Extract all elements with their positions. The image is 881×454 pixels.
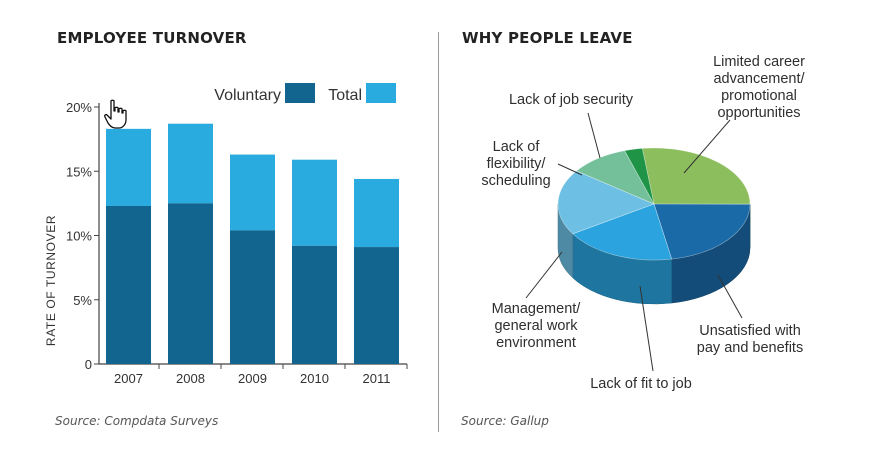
pie-leader-line-1 [717,274,743,319]
bar-voluntary-2011 [354,247,399,364]
y-tick-label: 20% [66,100,92,115]
pie-slice-2 [572,203,673,261]
pie-labels: Limited career advancement/promotional opp… [481,54,805,392]
why-people-leave-pie-chart: Limited career advancement/promotional opp… [481,54,805,392]
bar-total-2010 [292,159,337,246]
bar-total-2011 [354,178,399,248]
hand-cursor-icon [104,99,127,129]
x-tick-label: 2008 [176,371,205,386]
x-tick-label: 2007 [114,371,143,386]
right-source-note: Source: Gallup [461,414,549,428]
pie-slice-label-4: Lack of flexibility/scheduling [481,139,550,189]
pie-leader-line-3 [525,251,563,299]
employee-turnover-heading: EMPLOYEE TURNOVER [57,29,247,47]
pie-slice-label-5: Lack of job security [509,92,634,108]
x-tick-label: 2009 [238,371,267,386]
pie-slice-label-2: Lack of fit to job [590,376,692,392]
bar-voluntary-2010 [292,245,337,364]
pie-leader-line-2 [639,285,654,372]
legend-voluntary-swatch [285,83,315,103]
legend-total-label: Total [328,87,362,104]
bar-total-2009 [230,154,275,231]
bar-voluntary-2007 [106,205,151,364]
pie-slice-3 [557,170,655,235]
pie-slice-label-0: Limited career advancement/promotional opp… [713,54,805,121]
x-tick-label: 2010 [300,371,329,386]
pie-slice-0 [641,147,751,205]
y-axis-title: RATE OF TURNOVER [44,215,58,346]
pie-slice-label-3: Management/general work environment [492,301,582,351]
bar-voluntary-2009 [230,230,275,364]
pie-side-walls [557,203,751,305]
legend-total-swatch [366,83,396,103]
bar-total-2007 [106,128,151,206]
why-people-leave-heading: WHY PEOPLE LEAVE [462,29,633,47]
bar-total-2008 [168,123,213,204]
pie-top [557,147,751,261]
y-tick-label: 15% [66,164,92,179]
y-tick-label: 0 [85,357,92,372]
panel-divider [438,32,439,432]
y-tick-label: 5% [73,293,92,308]
y-tick-label: 10% [66,229,92,244]
turnover-bar-chart: 0 5% 10% 15% 20% RATE OF TURNOVER 2007 2008 2009… [44,83,408,386]
bar-voluntary-2008 [168,203,213,364]
pie-slice-1 [653,203,751,260]
pie-leader-line-4 [557,163,583,176]
pie-slice-label-1: Unsatisfied with pay and benefits [697,323,803,356]
pie-leader-line-0 [683,119,731,174]
left-source-note: Source: Compdata Surveys [55,414,219,428]
x-tick-label: 2011 [363,371,391,386]
pie-leader-line-5 [587,112,601,159]
legend-voluntary-label: Voluntary [214,87,281,104]
pie-slice-5 [624,148,655,205]
